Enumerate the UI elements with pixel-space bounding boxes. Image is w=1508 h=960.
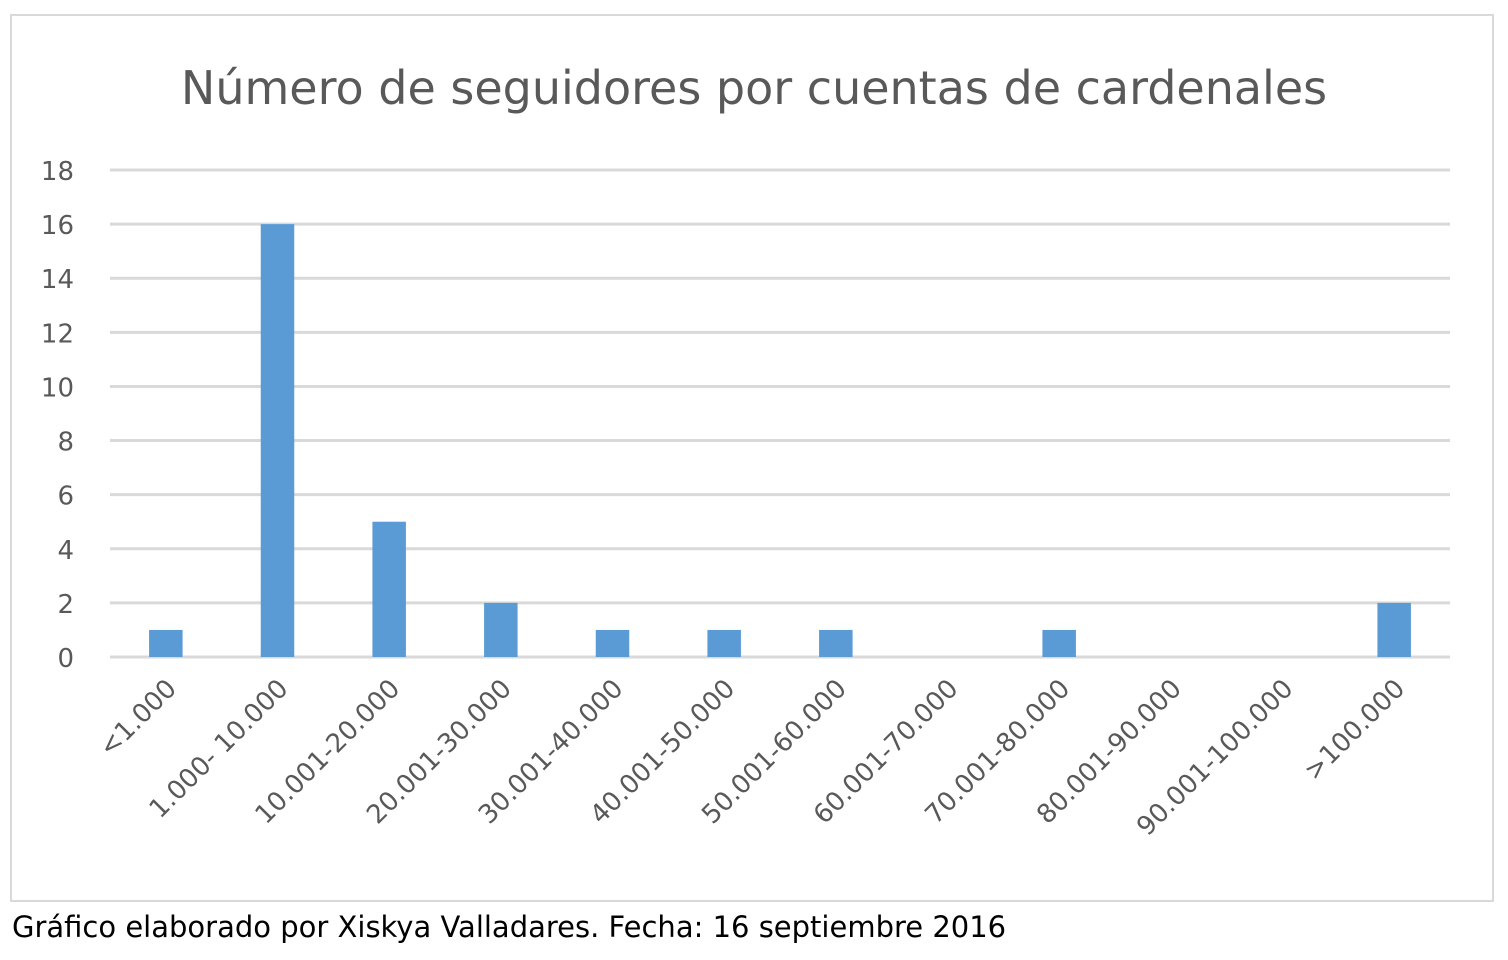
y-tick-label: 14 (41, 265, 74, 295)
chart-caption: Gráfico elaborado por Xiskya Valladares.… (12, 910, 1007, 944)
y-tick-label: 12 (41, 319, 74, 349)
x-tick-label: >100.000 (1298, 674, 1411, 787)
bar (595, 629, 630, 657)
y-tick-label: 4 (57, 536, 74, 566)
chart-frame (10, 14, 1494, 902)
x-tick-label: <1.000 (94, 674, 183, 763)
chart-title: Número de seguidores por cuentas de card… (181, 61, 1327, 115)
bar (819, 629, 853, 657)
bar (707, 629, 741, 657)
bar (149, 629, 183, 657)
gridlines (110, 168, 1450, 659)
bars (149, 224, 1411, 657)
y-tick-label: 16 (41, 211, 74, 241)
y-tick-label: 0 (57, 644, 74, 674)
y-tick-label: 10 (41, 373, 74, 403)
y-tick-label: 2 (57, 590, 74, 620)
bar (1042, 629, 1076, 657)
y-tick-label: 8 (57, 428, 74, 458)
bar (372, 521, 406, 657)
y-tick-label: 18 (41, 157, 74, 187)
y-axis-ticks: 0 2 4 6 8 10 12 14 16 18 (41, 157, 74, 674)
y-tick-label: 6 (57, 482, 74, 512)
bar (260, 224, 295, 657)
bar (484, 602, 518, 657)
bar (1377, 602, 1411, 657)
